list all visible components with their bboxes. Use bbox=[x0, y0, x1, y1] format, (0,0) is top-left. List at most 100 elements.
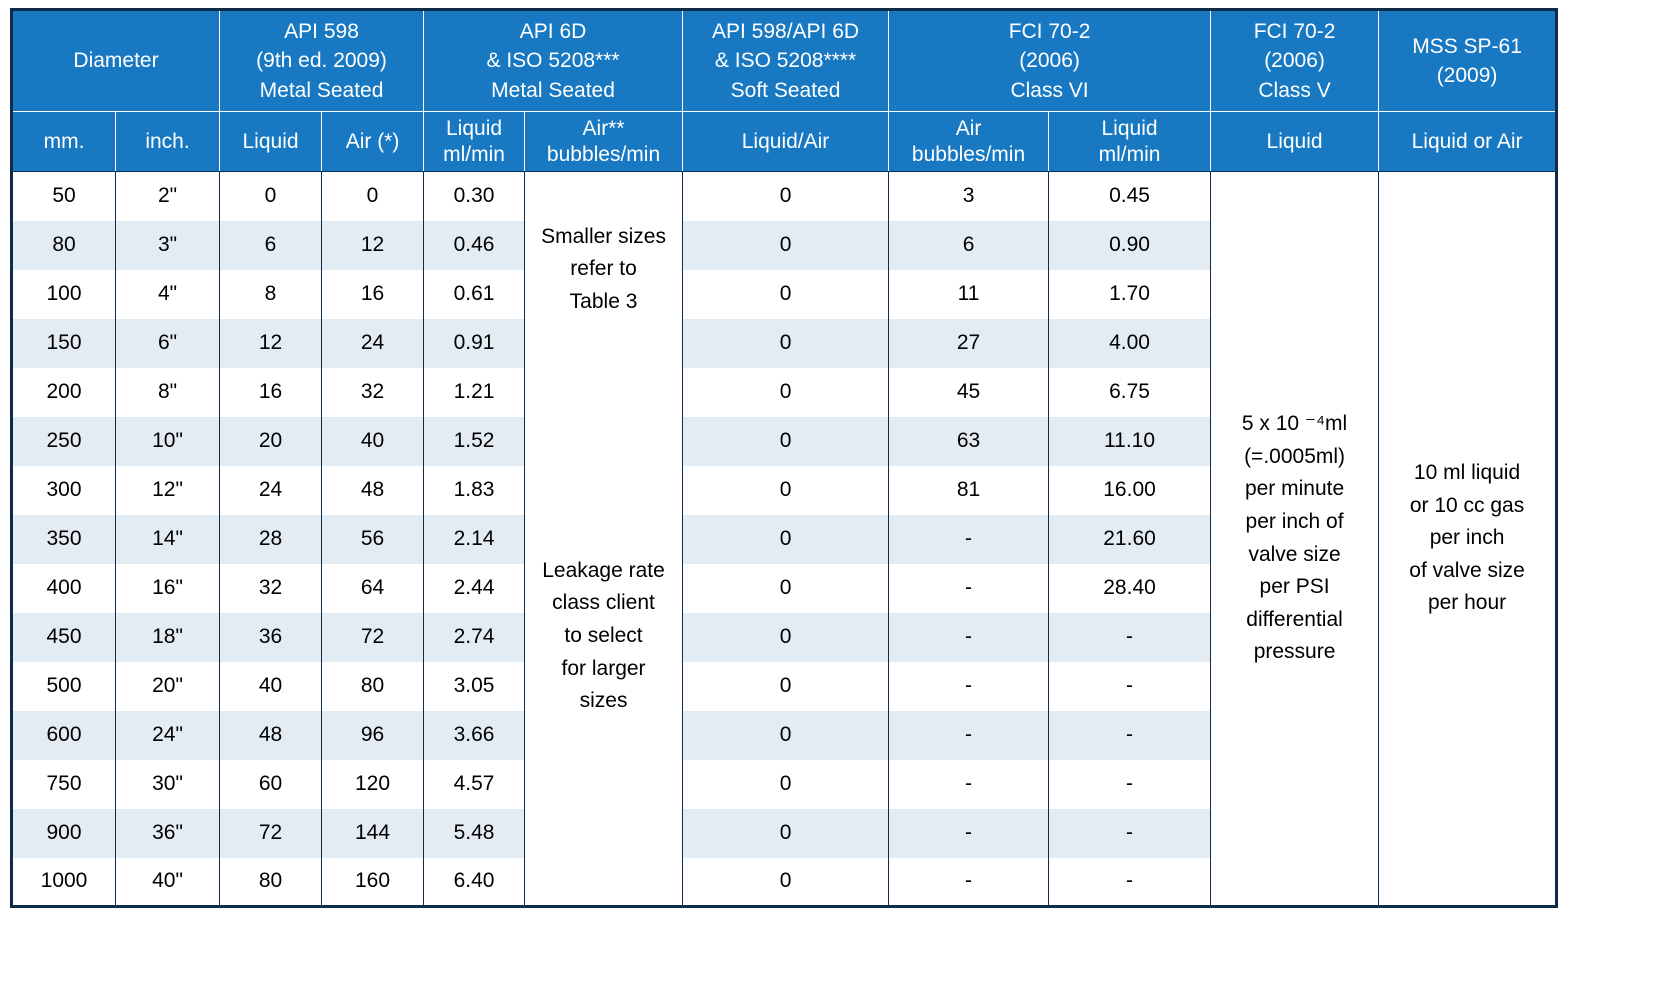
cell-api598-air: 144 bbox=[321, 808, 425, 858]
cell-fci-vi-air: - bbox=[888, 808, 1050, 858]
cell-diameter-mm: 500 bbox=[11, 661, 116, 711]
subheader-fci-liquid: Liquid ml/min bbox=[1048, 111, 1212, 172]
cell-api6d-liquid: 1.21 bbox=[423, 367, 526, 417]
cell-soft-seated: 0 bbox=[682, 269, 890, 319]
cell-api598-liquid: 12 bbox=[219, 318, 323, 368]
cell-soft-seated: 0 bbox=[682, 710, 890, 760]
cell-fci-vi-liquid: 16.00 bbox=[1048, 465, 1212, 515]
cell-diameter-mm: 80 bbox=[11, 220, 116, 270]
header-soft-seated: API 598/API 6D & ISO 5208**** Soft Seate… bbox=[682, 9, 890, 112]
cell-api6d-liquid: 1.52 bbox=[423, 416, 526, 466]
cell-api598-air: 16 bbox=[321, 269, 425, 319]
cell-fci-vi-air: - bbox=[888, 563, 1050, 613]
cell-fci-vi-air: 27 bbox=[888, 318, 1050, 368]
cell-api6d-liquid: 5.48 bbox=[423, 808, 526, 858]
cell-api598-air: 72 bbox=[321, 612, 425, 662]
cell-diameter-inch: 20" bbox=[114, 661, 221, 711]
table-row: 500 20" 40 80 3.05 0 - - bbox=[11, 661, 1557, 711]
header-mss-sp61: MSS SP-61 (2009) bbox=[1378, 9, 1558, 112]
cell-api598-liquid: 0 bbox=[219, 171, 323, 221]
cell-api598-air: 48 bbox=[321, 465, 425, 515]
cell-api598-air: 24 bbox=[321, 318, 425, 368]
table-row: 150 6" 12 24 0.91 0 27 4.00 bbox=[11, 318, 1557, 368]
cell-api6d-liquid: 0.91 bbox=[423, 318, 526, 368]
cell-api598-liquid: 40 bbox=[219, 661, 323, 711]
cell-fci-vi-liquid: 0.90 bbox=[1048, 220, 1212, 270]
cell-api598-air: 64 bbox=[321, 563, 425, 613]
table-row: 900 36" 72 144 5.48 0 - - bbox=[11, 808, 1557, 858]
cell-diameter-inch: 36" bbox=[114, 808, 221, 858]
subheader-mss-liquid-air: Liquid or Air bbox=[1378, 111, 1558, 172]
cell-fci-vi-liquid: 28.40 bbox=[1048, 563, 1212, 613]
table-row: 450 18" 36 72 2.74 0 - - bbox=[11, 612, 1557, 662]
table-row: 750 30" 60 120 4.57 0 - - bbox=[11, 759, 1557, 809]
cell-diameter-inch: 2" bbox=[114, 171, 221, 221]
cell-diameter-mm: 1000 bbox=[11, 857, 116, 907]
cell-fci-vi-liquid: 1.70 bbox=[1048, 269, 1212, 319]
cell-api598-air: 120 bbox=[321, 759, 425, 809]
cell-diameter-mm: 750 bbox=[11, 759, 116, 809]
cell-fci-vi-liquid: - bbox=[1048, 808, 1212, 858]
header-sub-row: mm. inch. Liquid Air (*) Liquid ml/min A… bbox=[11, 111, 1558, 172]
cell-api6d-liquid: 1.83 bbox=[423, 465, 526, 515]
cell-api6d-liquid: 4.57 bbox=[423, 759, 526, 809]
cell-soft-seated: 0 bbox=[682, 808, 890, 858]
cell-soft-seated: 0 bbox=[682, 220, 890, 270]
cell-soft-seated: 0 bbox=[682, 465, 890, 515]
subheader-api6d-air: Air** bubbles/min bbox=[524, 111, 684, 172]
cell-diameter-mm: 50 bbox=[11, 171, 116, 221]
note-mss: 10 ml liquid or 10 cc gas per inch of va… bbox=[1378, 171, 1558, 907]
cell-soft-seated: 0 bbox=[682, 563, 890, 613]
header-fci-class-vi: FCI 70-2 (2006) Class VI bbox=[888, 9, 1212, 112]
cell-soft-seated: 0 bbox=[682, 759, 890, 809]
cell-diameter-mm: 400 bbox=[11, 563, 116, 613]
table-row: 350 14" 28 56 2.14 0 - 21.60 bbox=[11, 514, 1557, 564]
cell-soft-seated: 0 bbox=[682, 661, 890, 711]
cell-api6d-liquid: 2.14 bbox=[423, 514, 526, 564]
note-larger-sizes: Leakage rate class client to select for … bbox=[524, 367, 684, 907]
cell-api598-liquid: 20 bbox=[219, 416, 323, 466]
page-background: Diameter API 598 (9th ed. 2009) Metal Se… bbox=[10, 8, 1559, 908]
subheader-fci-v-liquid: Liquid bbox=[1210, 111, 1380, 172]
cell-api598-air: 80 bbox=[321, 661, 425, 711]
cell-fci-vi-liquid: 11.10 bbox=[1048, 416, 1212, 466]
cell-api598-air: 56 bbox=[321, 514, 425, 564]
header-group-row: Diameter API 598 (9th ed. 2009) Metal Se… bbox=[10, 9, 1558, 112]
cell-diameter-inch: 12" bbox=[114, 465, 221, 515]
cell-fci-vi-liquid: - bbox=[1048, 710, 1212, 760]
cell-api598-liquid: 16 bbox=[219, 367, 323, 417]
cell-diameter-inch: 24" bbox=[114, 710, 221, 760]
table-row: 300 12" 24 48 1.83 0 81 16.00 bbox=[11, 465, 1557, 515]
cell-api598-air: 0 bbox=[321, 171, 425, 221]
table-row: 250 10" 20 40 1.52 0 63 11.10 bbox=[11, 416, 1557, 466]
cell-diameter-inch: 30" bbox=[114, 759, 221, 809]
cell-fci-vi-air: - bbox=[888, 857, 1050, 907]
header-api6d-metal-seated: API 6D & ISO 5208*** Metal Seated bbox=[423, 9, 684, 112]
cell-soft-seated: 0 bbox=[682, 318, 890, 368]
cell-soft-seated: 0 bbox=[682, 612, 890, 662]
cell-soft-seated: 0 bbox=[682, 416, 890, 466]
cell-api6d-liquid: 0.30 bbox=[423, 171, 526, 221]
cell-fci-vi-liquid: - bbox=[1048, 759, 1212, 809]
cell-fci-vi-air: - bbox=[888, 710, 1050, 760]
subheader-api598-air: Air (*) bbox=[321, 111, 425, 172]
cell-fci-vi-air: - bbox=[888, 661, 1050, 711]
cell-fci-vi-air: - bbox=[888, 514, 1050, 564]
cell-fci-vi-air: 6 bbox=[888, 220, 1050, 270]
subheader-inch: inch. bbox=[114, 111, 221, 172]
cell-api598-liquid: 48 bbox=[219, 710, 323, 760]
subheader-fci-air: Air bubbles/min bbox=[888, 111, 1050, 172]
cell-api6d-liquid: 0.61 bbox=[423, 269, 526, 319]
cell-diameter-mm: 250 bbox=[11, 416, 116, 466]
cell-api598-air: 96 bbox=[321, 710, 425, 760]
cell-diameter-mm: 150 bbox=[11, 318, 116, 368]
subheader-api598-liquid: Liquid bbox=[219, 111, 323, 172]
cell-diameter-inch: 18" bbox=[114, 612, 221, 662]
cell-soft-seated: 0 bbox=[682, 171, 890, 221]
cell-diameter-mm: 450 bbox=[11, 612, 116, 662]
subheader-api6d-liquid: Liquid ml/min bbox=[423, 111, 526, 172]
subheader-mm: mm. bbox=[11, 111, 116, 172]
cell-diameter-mm: 100 bbox=[11, 269, 116, 319]
cell-api6d-liquid: 6.40 bbox=[423, 857, 526, 907]
note-smaller-sizes: Smaller sizes refer to Table 3 bbox=[524, 171, 684, 368]
